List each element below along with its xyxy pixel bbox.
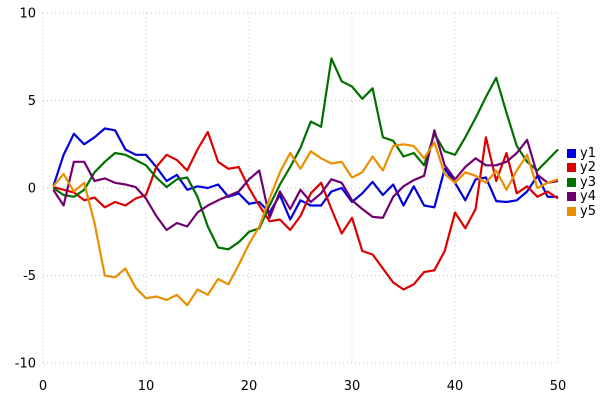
legend: y1 y2 y3 y4 y5	[567, 146, 596, 219]
y-axis-tick-labels: 10 5 0 -5 -10	[15, 7, 36, 372]
legend-swatch-y4	[567, 192, 576, 202]
x-tick-label: 40	[447, 379, 464, 394]
legend-label-y2: y2	[580, 160, 596, 176]
legend-item-y2: y2	[567, 161, 596, 176]
series-y4-line	[52, 129, 559, 232]
legend-swatch-y5	[567, 206, 576, 216]
x-tick-label: 30	[344, 379, 361, 394]
y-tick-label: -5	[23, 269, 36, 284]
series-y2-line	[53, 130, 559, 291]
legend-swatch-y2	[567, 163, 576, 173]
x-tick-label: 20	[241, 379, 258, 394]
y-tick-label: 5	[28, 94, 36, 109]
gridlines	[42, 12, 559, 364]
x-tick-label: 50	[550, 379, 567, 394]
y-tick-label: -10	[15, 357, 36, 372]
x-tick-label: 0	[39, 379, 47, 394]
legend-item-y5: y5	[567, 204, 596, 219]
legend-item-y1: y1	[567, 146, 596, 161]
x-tick-label: 10	[138, 379, 155, 394]
legend-swatch-y1	[567, 148, 576, 158]
legend-item-y3: y3	[567, 175, 596, 190]
series-y5-line	[52, 141, 559, 307]
series-y3-line	[52, 57, 559, 251]
y-tick-label: 10	[19, 7, 36, 22]
legend-item-y4: y4	[567, 190, 596, 205]
legend-label-y5: y5	[580, 203, 596, 219]
legend-label-y4: y4	[580, 189, 596, 205]
x-axis-tick-labels: 0 10 20 30 40 50	[39, 379, 566, 394]
legend-label-y3: y3	[580, 174, 596, 190]
legend-label-y1: y1	[580, 145, 596, 161]
legend-swatch-y3	[567, 177, 576, 187]
y-tick-label: 0	[28, 182, 36, 197]
